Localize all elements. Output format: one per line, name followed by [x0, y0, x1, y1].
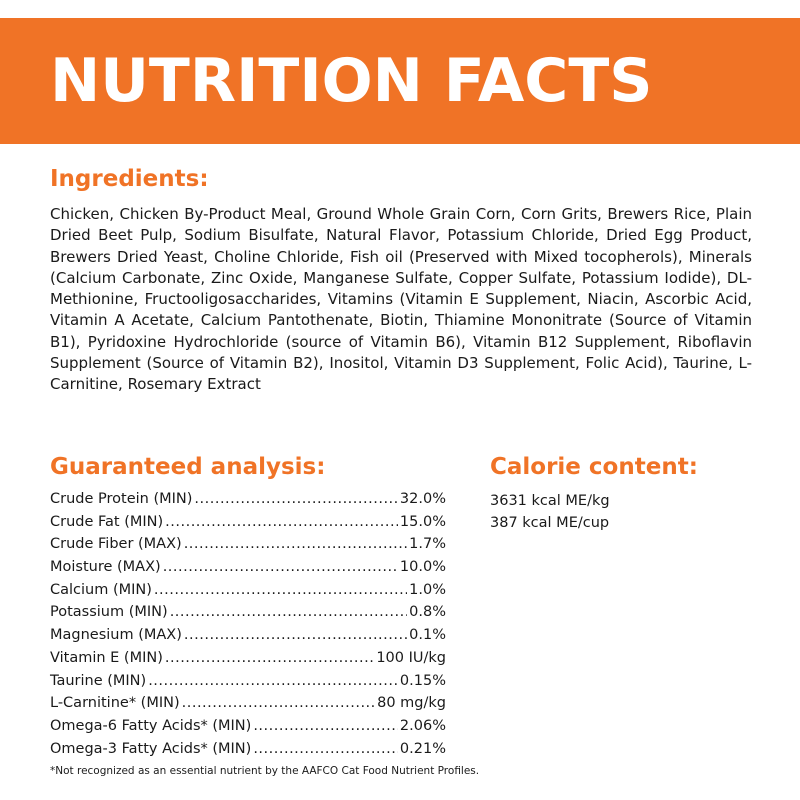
analysis-nutrient-value: 0.8% [409, 604, 446, 621]
dot-leader [253, 738, 398, 761]
analysis-nutrient-value: 1.7% [409, 536, 446, 553]
analysis-nutrient-name: Omega-3 Fatty Acids* (MIN) [50, 740, 252, 757]
analysis-row: Crude Fat (MIN) 15.0% [50, 511, 446, 534]
analysis-nutrient-value: 0.21% [399, 740, 446, 757]
analysis-row: Crude Fiber (MAX) 1.7% [50, 533, 446, 556]
ingredients-text: Chicken, Chicken By-Product Meal, Ground… [50, 205, 752, 394]
analysis-row: Taurine (MIN) 0.15% [50, 670, 446, 693]
analysis-row: L-Carnitine* (MIN) 80 mg/kg [50, 692, 446, 715]
analysis-nutrient-name: Magnesium (MAX) [50, 627, 182, 644]
analysis-nutrient-name: Crude Fiber (MAX) [50, 536, 182, 553]
calorie-content-heading: Calorie content: [490, 454, 698, 480]
dot-leader [148, 670, 398, 693]
dot-leader [165, 511, 398, 534]
analysis-nutrient-value: 80 mg/kg [377, 695, 446, 712]
analysis-nutrient-value: 10.0% [399, 559, 446, 576]
dot-leader [184, 624, 407, 647]
analysis-nutrient-name: Crude Protein (MIN) [50, 491, 193, 507]
analysis-nutrient-value: 1.0% [409, 581, 446, 598]
dot-leader [163, 556, 398, 579]
dot-leader [184, 533, 407, 556]
title-banner: NUTRITION FACTS [0, 18, 800, 144]
analysis-row: Vitamin E (MIN) 100 IU/kg [50, 647, 446, 670]
analysis-nutrient-value: 2.06% [399, 717, 446, 734]
analysis-nutrient-name: Potassium (MIN) [50, 604, 168, 621]
analysis-row: Calcium (MIN) 1.0% [50, 579, 446, 602]
analysis-row: Omega-3 Fatty Acids* (MIN) 0.21% [50, 738, 446, 761]
footnote: *Not recognized as an essential nutrient… [50, 765, 480, 777]
dot-leader [194, 488, 398, 511]
analysis-row: Omega-6 Fatty Acids* (MIN) 2.06% [50, 715, 446, 738]
analysis-nutrient-name: Crude Fat (MIN) [50, 513, 164, 530]
analysis-row: Potassium (MIN) 0.8% [50, 601, 446, 624]
analysis-row: Magnesium (MAX) 0.1% [50, 624, 446, 647]
analysis-nutrient-value: 0.15% [399, 672, 446, 689]
analysis-nutrient-name: Calcium (MIN) [50, 581, 152, 598]
dot-leader [165, 647, 374, 670]
calorie-line: 387 kcal ME/cup [490, 515, 610, 531]
analysis-nutrient-name: Moisture (MAX) [50, 559, 161, 576]
guaranteed-analysis-heading: Guaranteed analysis: [50, 454, 326, 480]
analysis-row: Moisture (MAX) 10.0% [50, 556, 446, 579]
ingredients-heading: Ingredients: [50, 166, 209, 192]
page-title: NUTRITION FACTS [50, 46, 653, 116]
calorie-content-list: 3631 kcal ME/kg 387 kcal ME/cup [490, 490, 610, 534]
calorie-line: 3631 kcal ME/kg [490, 493, 610, 509]
analysis-nutrient-name: Omega-6 Fatty Acids* (MIN) [50, 717, 252, 734]
dot-leader [182, 692, 376, 715]
analysis-nutrient-name: L-Carnitine* (MIN) [50, 695, 180, 712]
analysis-row: Crude Protein (MIN) 32.0% [50, 488, 446, 511]
dot-leader [154, 579, 407, 602]
analysis-nutrient-value: 100 IU/kg [376, 649, 446, 666]
dot-leader [253, 715, 398, 738]
analysis-nutrient-value: 15.0% [399, 513, 446, 530]
analysis-nutrient-value: 32.0% [399, 491, 446, 507]
analysis-nutrient-name: Taurine (MIN) [50, 672, 147, 689]
analysis-nutrient-name: Vitamin E (MIN) [50, 649, 163, 666]
analysis-nutrient-value: 0.1% [409, 627, 446, 644]
guaranteed-analysis-list: Crude Protein (MIN) 32.0% Crude Fat (MIN… [50, 488, 446, 760]
dot-leader [170, 601, 407, 624]
